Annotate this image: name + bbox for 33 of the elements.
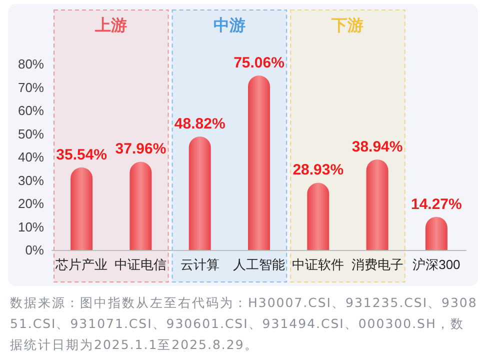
data-label: 28.93% <box>292 162 344 179</box>
y-tick-label: 80% <box>18 56 44 72</box>
y-tick-label: 40% <box>18 150 44 164</box>
x-tick-label: 芯片产业 <box>54 257 108 272</box>
data-label: 75.06% <box>234 54 284 72</box>
band-label: 上游 <box>94 16 128 34</box>
y-tick-label: 20% <box>18 196 44 211</box>
x-tick-label: 云计算 <box>180 257 220 272</box>
y-tick-label: 60% <box>18 103 44 118</box>
y-tick-label: 30% <box>18 172 44 188</box>
y-tick-label: 50% <box>18 126 44 142</box>
bar <box>130 162 152 250</box>
data-label: 14.27% <box>410 196 462 213</box>
x-tick-label: 沪深300 <box>412 257 460 272</box>
bar <box>307 182 330 250</box>
data-label: 37.96% <box>115 140 166 158</box>
data-label: 35.54% <box>56 146 108 164</box>
bar <box>70 167 93 250</box>
x-tick-label: 消费电子 <box>351 257 404 272</box>
band-label: 中游 <box>213 16 246 34</box>
data-label: 38.94% <box>352 138 403 156</box>
x-tick-label: 人工智能 <box>233 257 285 272</box>
source-note: 数据来源：图中指数从左至右代码为：H30007.CSI、931235.CSI、930851.CSI、931071.CSI、930601.CSI、931494.CSI、000300.SH，数据统计日期为2025.1.1至2025.8.29。 <box>10 294 478 354</box>
y-tick-label: 70% <box>18 80 44 95</box>
data-label: 48.82% <box>174 115 226 132</box>
y-tick-label: 10% <box>18 219 44 234</box>
band-label: 下游 <box>330 16 364 34</box>
bar <box>366 159 388 250</box>
x-tick-label: 中证软件 <box>292 257 344 272</box>
bar <box>248 75 270 250</box>
x-tick-label: 中证电信 <box>114 257 167 272</box>
y-tick-label: 0% <box>25 242 44 258</box>
bar <box>188 136 211 250</box>
